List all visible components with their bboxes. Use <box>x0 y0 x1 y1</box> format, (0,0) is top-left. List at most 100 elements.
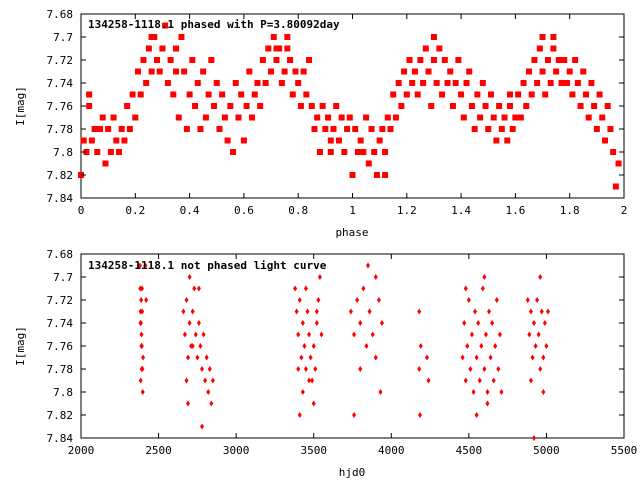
data-point <box>541 354 546 361</box>
data-point <box>585 114 592 121</box>
unphased-y-tick-label: 7.68 <box>47 248 74 261</box>
data-point <box>376 137 383 144</box>
data-point <box>367 308 372 315</box>
data-point <box>319 331 324 338</box>
data-point <box>387 126 394 132</box>
data-point <box>463 285 468 292</box>
data-point <box>373 172 380 178</box>
unphased-plot-frame <box>80 253 625 439</box>
data-point <box>352 126 359 132</box>
data-point <box>213 80 220 86</box>
data-point <box>493 343 498 349</box>
data-point <box>210 377 215 384</box>
data-point <box>192 103 199 109</box>
data-point <box>487 308 492 315</box>
data-point <box>490 114 497 121</box>
data-point <box>550 34 557 40</box>
data-point <box>428 103 435 109</box>
data-point <box>506 91 513 98</box>
data-point <box>307 331 312 338</box>
data-point <box>525 297 530 303</box>
data-point <box>430 57 437 63</box>
data-point <box>183 126 190 132</box>
data-point <box>574 80 581 86</box>
data-point <box>270 34 277 40</box>
data-point <box>322 126 329 132</box>
data-point <box>539 68 546 75</box>
data-point <box>297 297 302 303</box>
data-point <box>186 400 191 407</box>
data-point <box>139 343 144 349</box>
data-point <box>154 57 161 63</box>
data-point <box>144 297 149 303</box>
data-point <box>327 137 334 144</box>
data-point <box>302 343 307 349</box>
data-point <box>273 45 280 52</box>
data-point <box>403 91 410 98</box>
data-point <box>378 389 383 395</box>
data-point <box>139 331 144 338</box>
data-point <box>460 354 465 361</box>
data-point <box>479 343 484 349</box>
data-point <box>167 57 174 63</box>
phased-x-axis-label: phase <box>335 226 368 239</box>
data-point <box>485 126 492 132</box>
data-point <box>515 91 522 98</box>
data-point <box>205 91 212 98</box>
data-point <box>469 331 474 338</box>
data-point <box>187 320 192 326</box>
data-point <box>308 103 315 109</box>
data-point <box>140 57 147 63</box>
data-point <box>497 331 502 338</box>
data-point <box>207 366 212 372</box>
data-point <box>193 331 198 338</box>
data-point <box>406 57 413 63</box>
data-point <box>544 57 551 63</box>
phased-y-tick-label: 7.82 <box>47 169 74 182</box>
data-point <box>569 91 576 98</box>
data-point <box>382 172 389 178</box>
data-point <box>297 412 302 418</box>
data-point <box>196 320 201 326</box>
data-point <box>80 137 87 144</box>
data-point <box>201 331 206 338</box>
data-point <box>352 412 357 418</box>
data-point <box>126 126 133 132</box>
data-point <box>208 57 215 63</box>
unphased-y-tick-label: 7.7 <box>53 271 73 284</box>
data-point <box>265 45 272 52</box>
data-point <box>473 308 478 315</box>
data-point <box>206 389 211 395</box>
data-point <box>278 80 285 86</box>
data-point <box>306 57 313 63</box>
data-point <box>97 126 104 132</box>
phased-light-curve-panel: 0 0.2 0.4 0.6 0.8 1 1.2 1.4 1.6 1.8 2 7.687.77.727… <box>14 8 627 239</box>
data-point <box>198 343 203 349</box>
data-point <box>417 412 422 418</box>
data-point <box>330 126 337 132</box>
data-point <box>425 68 432 75</box>
data-point <box>366 262 371 269</box>
data-point <box>358 366 363 372</box>
data-point <box>303 91 310 98</box>
data-point <box>411 68 418 75</box>
data-point <box>527 331 532 338</box>
data-point <box>319 103 326 109</box>
data-point <box>325 114 332 121</box>
unphased-x-tick-label: 4000 <box>378 444 405 457</box>
data-point <box>480 285 485 292</box>
data-point <box>536 331 541 338</box>
data-point <box>471 389 476 395</box>
data-point <box>420 80 427 86</box>
data-point <box>170 91 177 98</box>
data-point <box>186 354 191 361</box>
data-point <box>314 114 321 121</box>
data-point <box>300 320 305 326</box>
data-point <box>194 80 201 86</box>
data-point <box>86 91 93 98</box>
data-point <box>132 114 139 121</box>
data-point <box>531 57 538 63</box>
data-point <box>94 149 101 155</box>
data-point <box>91 126 98 132</box>
data-point <box>607 126 614 132</box>
